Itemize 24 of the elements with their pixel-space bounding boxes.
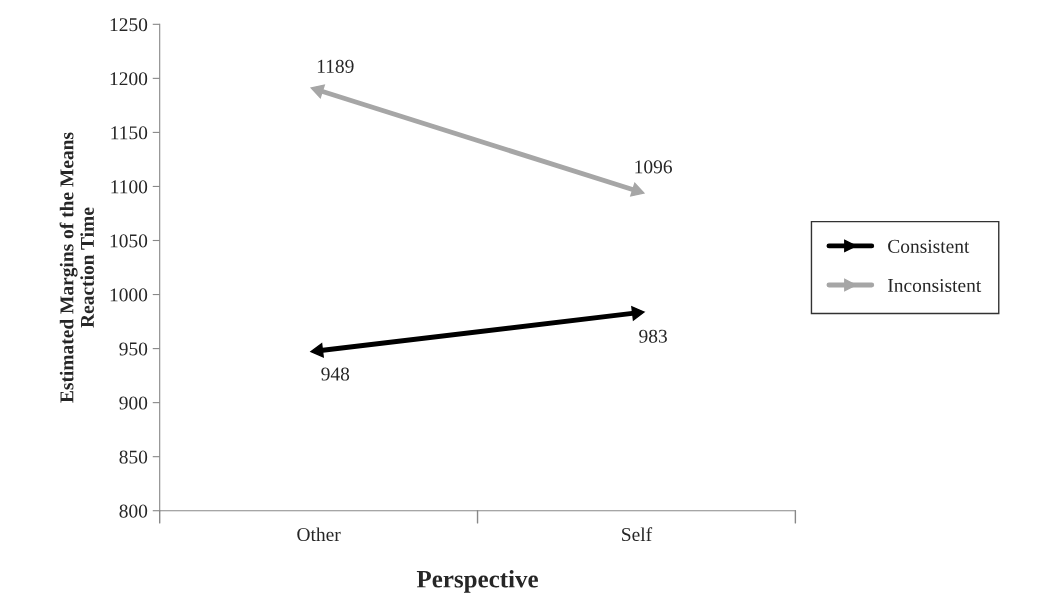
point	[631, 306, 645, 321]
data-label: 948	[321, 367, 350, 381]
legend-label: Inconsistent	[887, 278, 982, 293]
point	[310, 84, 325, 99]
y-tick-label: 900	[119, 396, 148, 410]
y-tick-label: 800	[119, 504, 148, 518]
data-label: 1096	[635, 160, 672, 174]
point	[630, 182, 645, 197]
y-tick-label: 950	[119, 342, 148, 356]
y-tick-label: 850	[119, 450, 148, 464]
y-tick-label: 1000	[110, 288, 148, 302]
y-tick-label: 1100	[111, 180, 148, 194]
y-tick-label: 1050	[110, 234, 148, 248]
y-axis-title: Estimated Margins of the Means Reaction Time	[59, 132, 94, 403]
data-label: 983	[639, 329, 667, 343]
data-label: 1189	[317, 59, 354, 73]
y-tick-label: 1250	[110, 18, 148, 32]
x-tick-label: Self	[622, 527, 653, 542]
point	[310, 343, 324, 358]
x-tick-label: Other	[297, 527, 341, 542]
y-tick-label: 1200	[110, 72, 148, 86]
legend-label: Consistent	[888, 239, 970, 253]
y-tick-label: 1150	[111, 126, 148, 140]
x-axis-title: Perspective	[416, 570, 538, 593]
